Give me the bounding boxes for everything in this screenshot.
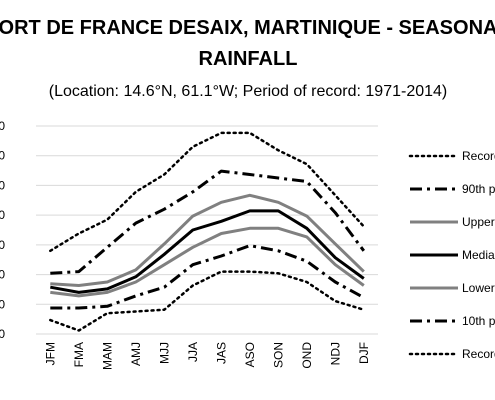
chart-title-line2: RAINFALL	[199, 48, 298, 70]
legend: Record high 90th percentile Upper tercile M…	[408, 149, 495, 361]
x-tick-label: OND	[300, 342, 314, 369]
y-tick-label: 0	[0, 238, 5, 252]
x-tick-label: FMA	[72, 342, 86, 367]
x-tick-label: JAS	[214, 342, 228, 364]
y-tick-label: 0	[0, 268, 5, 282]
x-tick-label: JJA	[186, 342, 200, 362]
y-tick-label: 0	[0, 208, 5, 222]
legend-label: Median	[462, 248, 495, 262]
gridlines	[36, 125, 378, 335]
y-tick-label: 0	[0, 297, 5, 311]
y-tick-label: 0	[0, 327, 5, 341]
series-lines	[49, 131, 366, 332]
series-line	[50, 209, 365, 294]
legend-label: 10th percentile	[462, 314, 495, 328]
series-line	[50, 244, 365, 310]
series-line	[49, 131, 366, 253]
legend-label: 90th percentile	[462, 182, 495, 196]
series-line	[49, 270, 366, 332]
legend-label: Record high	[462, 149, 495, 163]
chart-subtitle: (Location: 14.6°N, 61.1°W; Period of rec…	[49, 83, 448, 100]
x-tick-label: ASO	[243, 342, 257, 367]
x-tick-label: JFM	[43, 342, 57, 365]
y-tick-label: 0	[0, 119, 5, 133]
legend-label: Lower tercile	[462, 281, 495, 295]
y-axis-tick-labels: 0 0 0 0 0 0 0 0	[0, 119, 5, 341]
legend-label: Record low	[462, 347, 495, 361]
y-tick-label: 0	[0, 178, 5, 192]
x-tick-label: MJJ	[157, 342, 171, 364]
x-tick-label: MAM	[100, 342, 114, 370]
x-tick-label: AMJ	[129, 342, 143, 366]
x-axis-tick-labels: JFM FMA MAM AMJ MJJ JJA JAS ASO SON OND NDJ DJF	[43, 342, 371, 370]
series-line	[50, 226, 365, 298]
y-tick-label: 0	[0, 149, 5, 163]
x-tick-label: DJF	[357, 342, 371, 364]
legend-label: Upper tercile	[462, 215, 495, 229]
series-line	[50, 193, 365, 287]
x-tick-label: NDJ	[328, 342, 342, 365]
chart-title-line1: FORT DE FRANCE DESAIX, MARTINIQUE - SEAS…	[0, 17, 495, 39]
x-tick-label: SON	[271, 342, 285, 368]
series-line	[50, 169, 366, 275]
